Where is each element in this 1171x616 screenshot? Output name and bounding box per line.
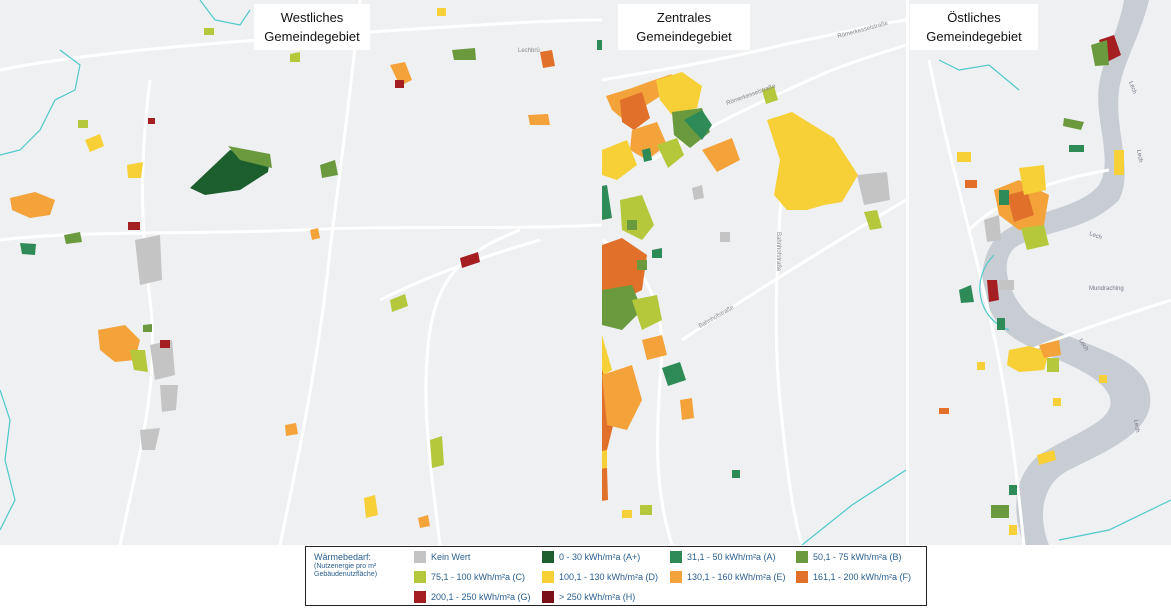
legend-item-b: 50,1 - 75 kWh/m²a (B) xyxy=(796,551,902,563)
legend-swatch xyxy=(414,591,426,603)
legend-swatch xyxy=(796,571,808,583)
title-east-line2: Gemeindegebiet xyxy=(926,29,1022,44)
legend-label: 100,1 - 130 kWh/m²a (D) xyxy=(559,572,659,582)
title-central-line1: Zentrales xyxy=(656,10,712,25)
map-legend: Wärmebedarf: (Nutzenergie pro m² Gebäude… xyxy=(305,546,927,606)
boundary-lines-west xyxy=(0,0,251,531)
legend-swatch xyxy=(542,571,554,583)
heat-demand-buildings-central xyxy=(602,72,882,518)
river-lech xyxy=(982,0,1151,545)
legend-item-c: 75,1 - 100 kWh/m²a (C) xyxy=(414,571,525,583)
legend-item-a: 31,1 - 50 kWh/m²a (A) xyxy=(670,551,776,563)
road-network-west xyxy=(0,0,602,545)
legend-item-e: 130,1 - 160 kWh/m²a (E) xyxy=(670,571,786,583)
street-label-bahnhof-2: Bahnhofstraße xyxy=(775,232,781,272)
legend-swatch xyxy=(414,551,426,563)
map-panel-west[interactable]: Lechbrü xyxy=(0,0,602,545)
title-west: Westliches Gemeindegebiet xyxy=(254,4,370,50)
legend-swatch xyxy=(796,551,808,563)
title-east-line1: Östliches xyxy=(947,10,1001,25)
legend-label: 130,1 - 160 kWh/m²a (E) xyxy=(687,572,786,582)
legend-swatch xyxy=(414,571,426,583)
place-label-mundraching: Mundraching xyxy=(1089,286,1124,292)
legend-label: 0 - 30 kWh/m²a (A+) xyxy=(559,552,641,562)
river-label-2: Lech xyxy=(1135,149,1143,163)
title-west-line2: Gemeindegebiet xyxy=(264,29,360,44)
legend-title: Wärmebedarf: xyxy=(314,552,372,562)
river-label-5: Lech xyxy=(1132,419,1140,433)
legend-item-g: 200,1 - 250 kWh/m²a (G) xyxy=(414,591,531,603)
legend-label: 200,1 - 250 kWh/m²a (G) xyxy=(431,592,531,602)
title-central-line2: Gemeindegebiet xyxy=(636,29,732,44)
legend-label: > 250 kWh/m²a (H) xyxy=(559,592,636,602)
map-east-svg: Lech Lech Lech Lech Lech Mundraching xyxy=(927,0,1171,545)
legend-item-no-value: Kein Wert xyxy=(414,551,470,563)
street-label-bahnhof: Bahnhofstraße xyxy=(698,305,736,330)
map-west-svg: Lechbrü xyxy=(0,0,602,545)
legend-subtitle: (Nutzenergie pro m² Gebäudenutzfläche) xyxy=(314,563,378,578)
legend-swatch xyxy=(542,591,554,603)
river-label-4: Lech xyxy=(1077,338,1089,352)
map-panel-central[interactable]: Römerkesselstraße Römerkesselstraße Bahn… xyxy=(602,0,906,545)
heat-demand-buildings-west xyxy=(10,8,602,528)
heat-demand-buildings-east xyxy=(939,35,1124,535)
street-label-lechbrue: Lechbrü xyxy=(518,48,540,54)
legend-swatch xyxy=(670,571,682,583)
legend-label: 161,1 - 200 kWh/m²a (F) xyxy=(813,572,912,582)
legend-label: 50,1 - 75 kWh/m²a (B) xyxy=(813,552,902,562)
panel-separator xyxy=(906,0,909,545)
legend-item-d: 100,1 - 130 kWh/m²a (D) xyxy=(542,571,658,583)
title-central: Zentrales Gemeindegebiet xyxy=(618,4,750,50)
boundary-lines-central xyxy=(801,469,906,545)
legend-item-a-plus: 0 - 30 kWh/m²a (A+) xyxy=(542,551,640,563)
no-value-buildings-east xyxy=(984,215,1014,290)
no-value-buildings-west xyxy=(135,235,178,450)
legend-label: 31,1 - 50 kWh/m²a (A) xyxy=(687,552,776,562)
title-west-line1: Westliches xyxy=(280,10,344,25)
legend-swatch xyxy=(542,551,554,563)
river-label-1: Lech xyxy=(1127,81,1137,95)
legend-item-h: > 250 kWh/m²a (H) xyxy=(542,591,635,603)
legend-swatch xyxy=(670,551,682,563)
river-label-3: Lech xyxy=(1088,231,1102,241)
no-value-buildings-central xyxy=(692,172,890,242)
legend-item-f: 161,1 - 200 kWh/m²a (F) xyxy=(796,571,911,583)
map-central-svg: Römerkesselstraße Römerkesselstraße Bahn… xyxy=(602,18,906,545)
legend-label: Kein Wert xyxy=(431,552,471,562)
map-panel-east[interactable]: Lech Lech Lech Lech Lech Mundraching xyxy=(909,0,1171,545)
east-labels: Lech Lech Lech Lech Lech Mundraching xyxy=(1077,81,1143,434)
title-east: Östliches Gemeindegebiet xyxy=(910,4,1038,50)
legend-label: 75,1 - 100 kWh/m²a (C) xyxy=(431,572,526,582)
